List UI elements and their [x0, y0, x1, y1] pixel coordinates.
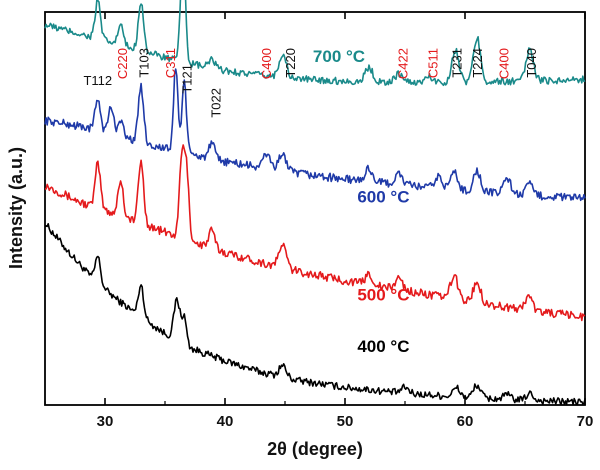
series-layer: [44, 0, 586, 406]
peak-label: C511: [426, 48, 441, 78]
peak-label: C220: [115, 48, 130, 79]
series-label-700: 700 °C: [313, 47, 365, 66]
peak-label: T220: [283, 48, 298, 78]
peak-label: C400: [259, 48, 274, 79]
x-tick-label: 50: [337, 413, 354, 430]
peak-label: T112: [83, 73, 112, 88]
y-axis-title: Intensity (a.u.): [6, 147, 26, 269]
x-tick-label: 40: [217, 413, 234, 430]
x-tick-label: 70: [577, 413, 594, 430]
peak-label: T224: [470, 48, 485, 78]
peak-label: C400: [496, 48, 511, 79]
peak-label: C311: [163, 48, 178, 78]
series-line-500: [44, 144, 586, 322]
peak-label: T231: [450, 48, 465, 78]
series-label-500: 500 °C: [357, 286, 409, 305]
series-label-400: 400 °C: [357, 337, 409, 356]
peak-label: T022: [208, 88, 223, 118]
series-line-400: [44, 223, 586, 406]
series-line-600: [44, 68, 586, 202]
x-axis-ticks: 30 40 50 60 70: [44, 12, 594, 430]
series-line-700: [44, 0, 586, 87]
peak-label: C422: [396, 48, 411, 79]
x-axis-title: 2θ (degree): [267, 439, 363, 459]
series-labels: 400 °C 500 °C 600 °C 700 °C: [313, 47, 410, 356]
plot-frame: [44, 11, 586, 406]
peak-label: T121: [180, 64, 195, 94]
peak-label: T040: [524, 48, 539, 78]
peak-label: T103: [136, 48, 151, 78]
x-tick-label: 30: [97, 413, 114, 430]
series-label-600: 600 °C: [357, 188, 409, 207]
x-tick-label: 60: [457, 413, 474, 430]
